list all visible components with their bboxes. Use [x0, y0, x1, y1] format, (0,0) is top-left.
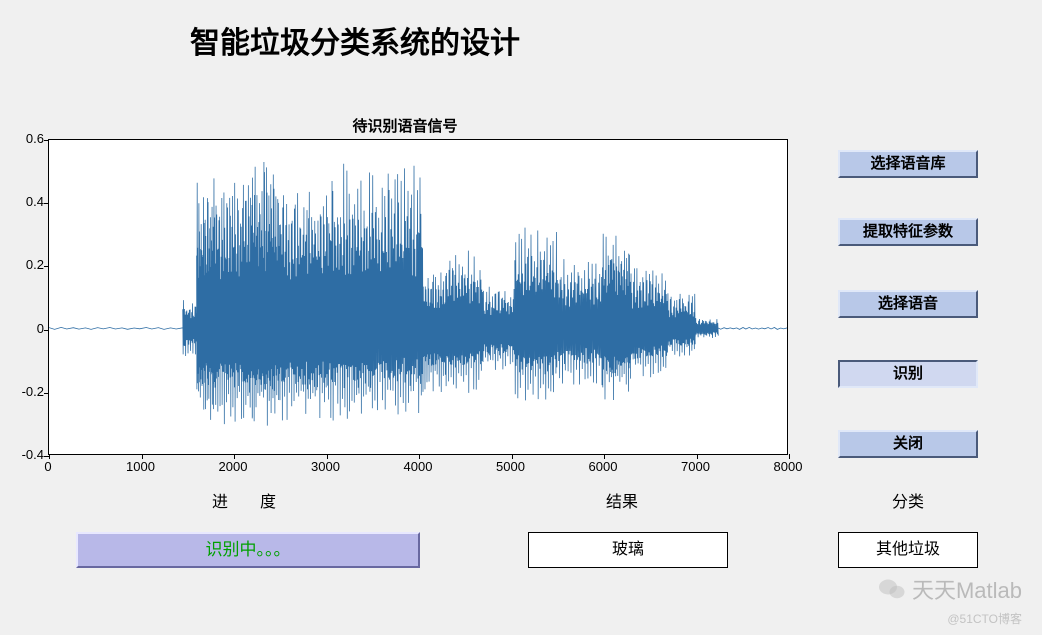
x-tick-label: 7000: [681, 459, 710, 474]
waveform-svg: [49, 140, 787, 454]
result-box: 玻璃: [528, 532, 728, 568]
watermark-sub: @51CTO博客: [947, 610, 1022, 627]
y-tick-label: -0.4: [4, 447, 44, 462]
x-tick-label: 3000: [311, 459, 340, 474]
x-tick-label: 0: [44, 459, 51, 474]
x-tick-label: 1000: [126, 459, 155, 474]
wechat-icon: [878, 577, 906, 601]
x-tick-label: 2000: [219, 459, 248, 474]
progress-status-box: 识别中。。。: [76, 532, 420, 568]
progress-label: 进 度: [212, 488, 276, 512]
plot-box: [48, 139, 788, 455]
chart-title: 待识别语音信号: [10, 115, 800, 136]
y-tick-label: 0.6: [4, 131, 44, 146]
extract-features-button[interactable]: 提取特征参数: [838, 218, 978, 246]
page-title: 智能垃圾分类系统的设计: [190, 18, 520, 62]
close-button[interactable]: 关闭: [838, 430, 978, 458]
watermark-text: 天天Matlab: [912, 573, 1022, 605]
category-box: 其他垃圾: [838, 532, 978, 568]
category-label: 分类: [892, 488, 924, 512]
y-tick-label: -0.2: [4, 384, 44, 399]
watermark: 天天Matlab: [878, 573, 1022, 605]
select-lib-button[interactable]: 选择语音库: [838, 150, 978, 178]
recognize-button[interactable]: 识别: [838, 360, 978, 388]
y-tick-label: 0.4: [4, 194, 44, 209]
x-tick-label: 6000: [589, 459, 618, 474]
y-tick-label: 0: [4, 321, 44, 336]
x-tick-label: 5000: [496, 459, 525, 474]
waveform-chart: 待识别语音信号 -0.4-0.200.20.40.601000200030004…: [10, 115, 800, 495]
y-tick-label: 0.2: [4, 257, 44, 272]
x-tick-label: 4000: [404, 459, 433, 474]
x-tick-label: 8000: [774, 459, 803, 474]
select-voice-button[interactable]: 选择语音: [838, 290, 978, 318]
result-label: 结果: [606, 488, 638, 512]
